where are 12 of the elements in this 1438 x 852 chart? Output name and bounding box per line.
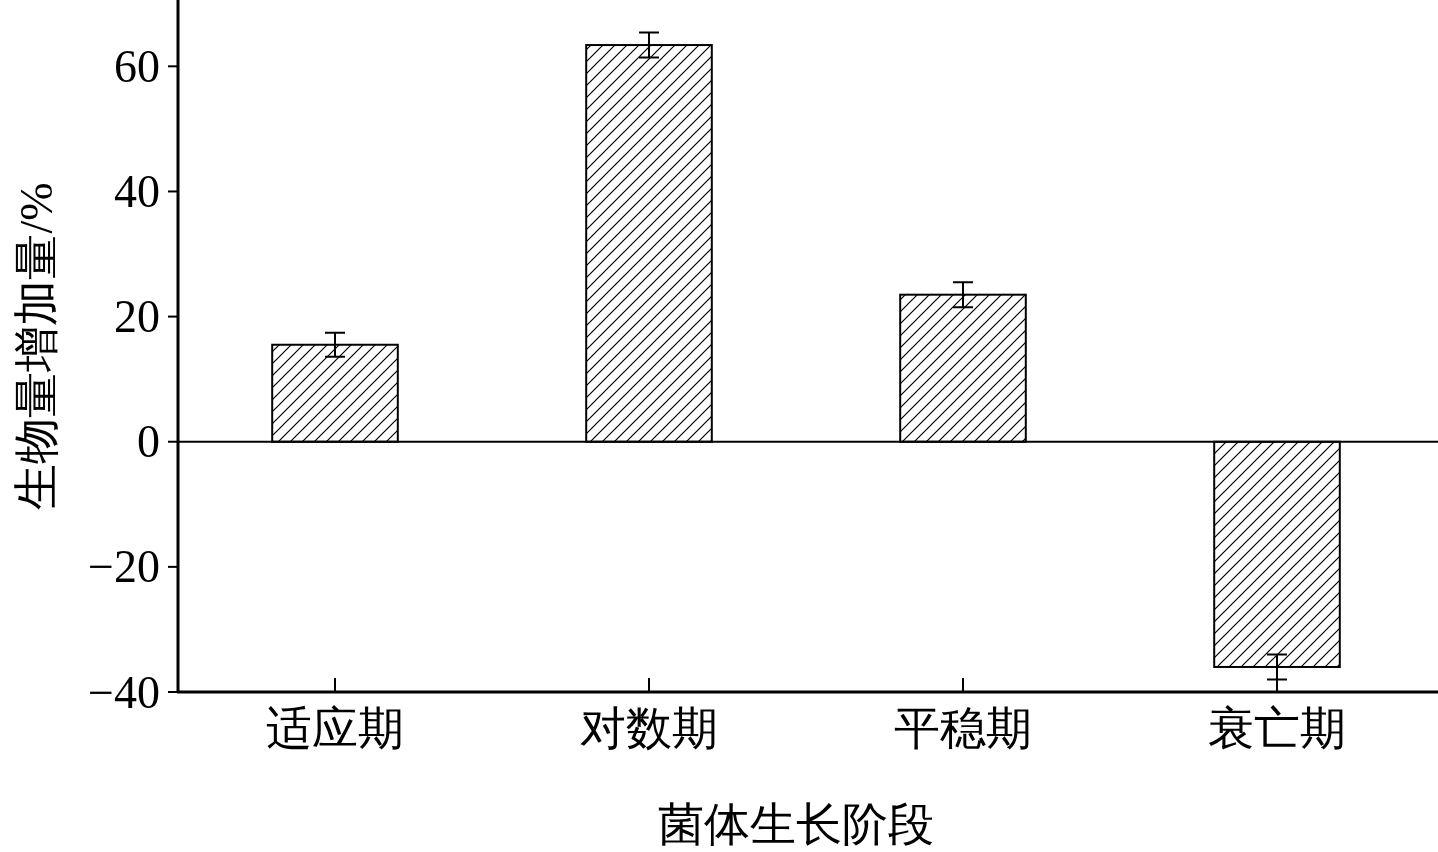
y-tick-label: −20 xyxy=(88,541,160,593)
x-tick-label: 衰亡期 xyxy=(1208,703,1346,754)
y-tick-label: −40 xyxy=(88,666,160,718)
y-tick-label: 20 xyxy=(114,291,160,343)
y-tick-label: 60 xyxy=(114,40,160,92)
x-tick-label: 适应期 xyxy=(266,703,404,754)
x-tick-label: 平稳期 xyxy=(894,703,1032,754)
y-tick-label: 40 xyxy=(114,165,160,217)
y-axis-title: 生物量增加量/% xyxy=(11,182,62,510)
x-axis-title: 菌体生长阶段 xyxy=(658,799,934,850)
x-tick-label: 对数期 xyxy=(580,703,718,754)
y-tick-label: 0 xyxy=(137,416,160,468)
